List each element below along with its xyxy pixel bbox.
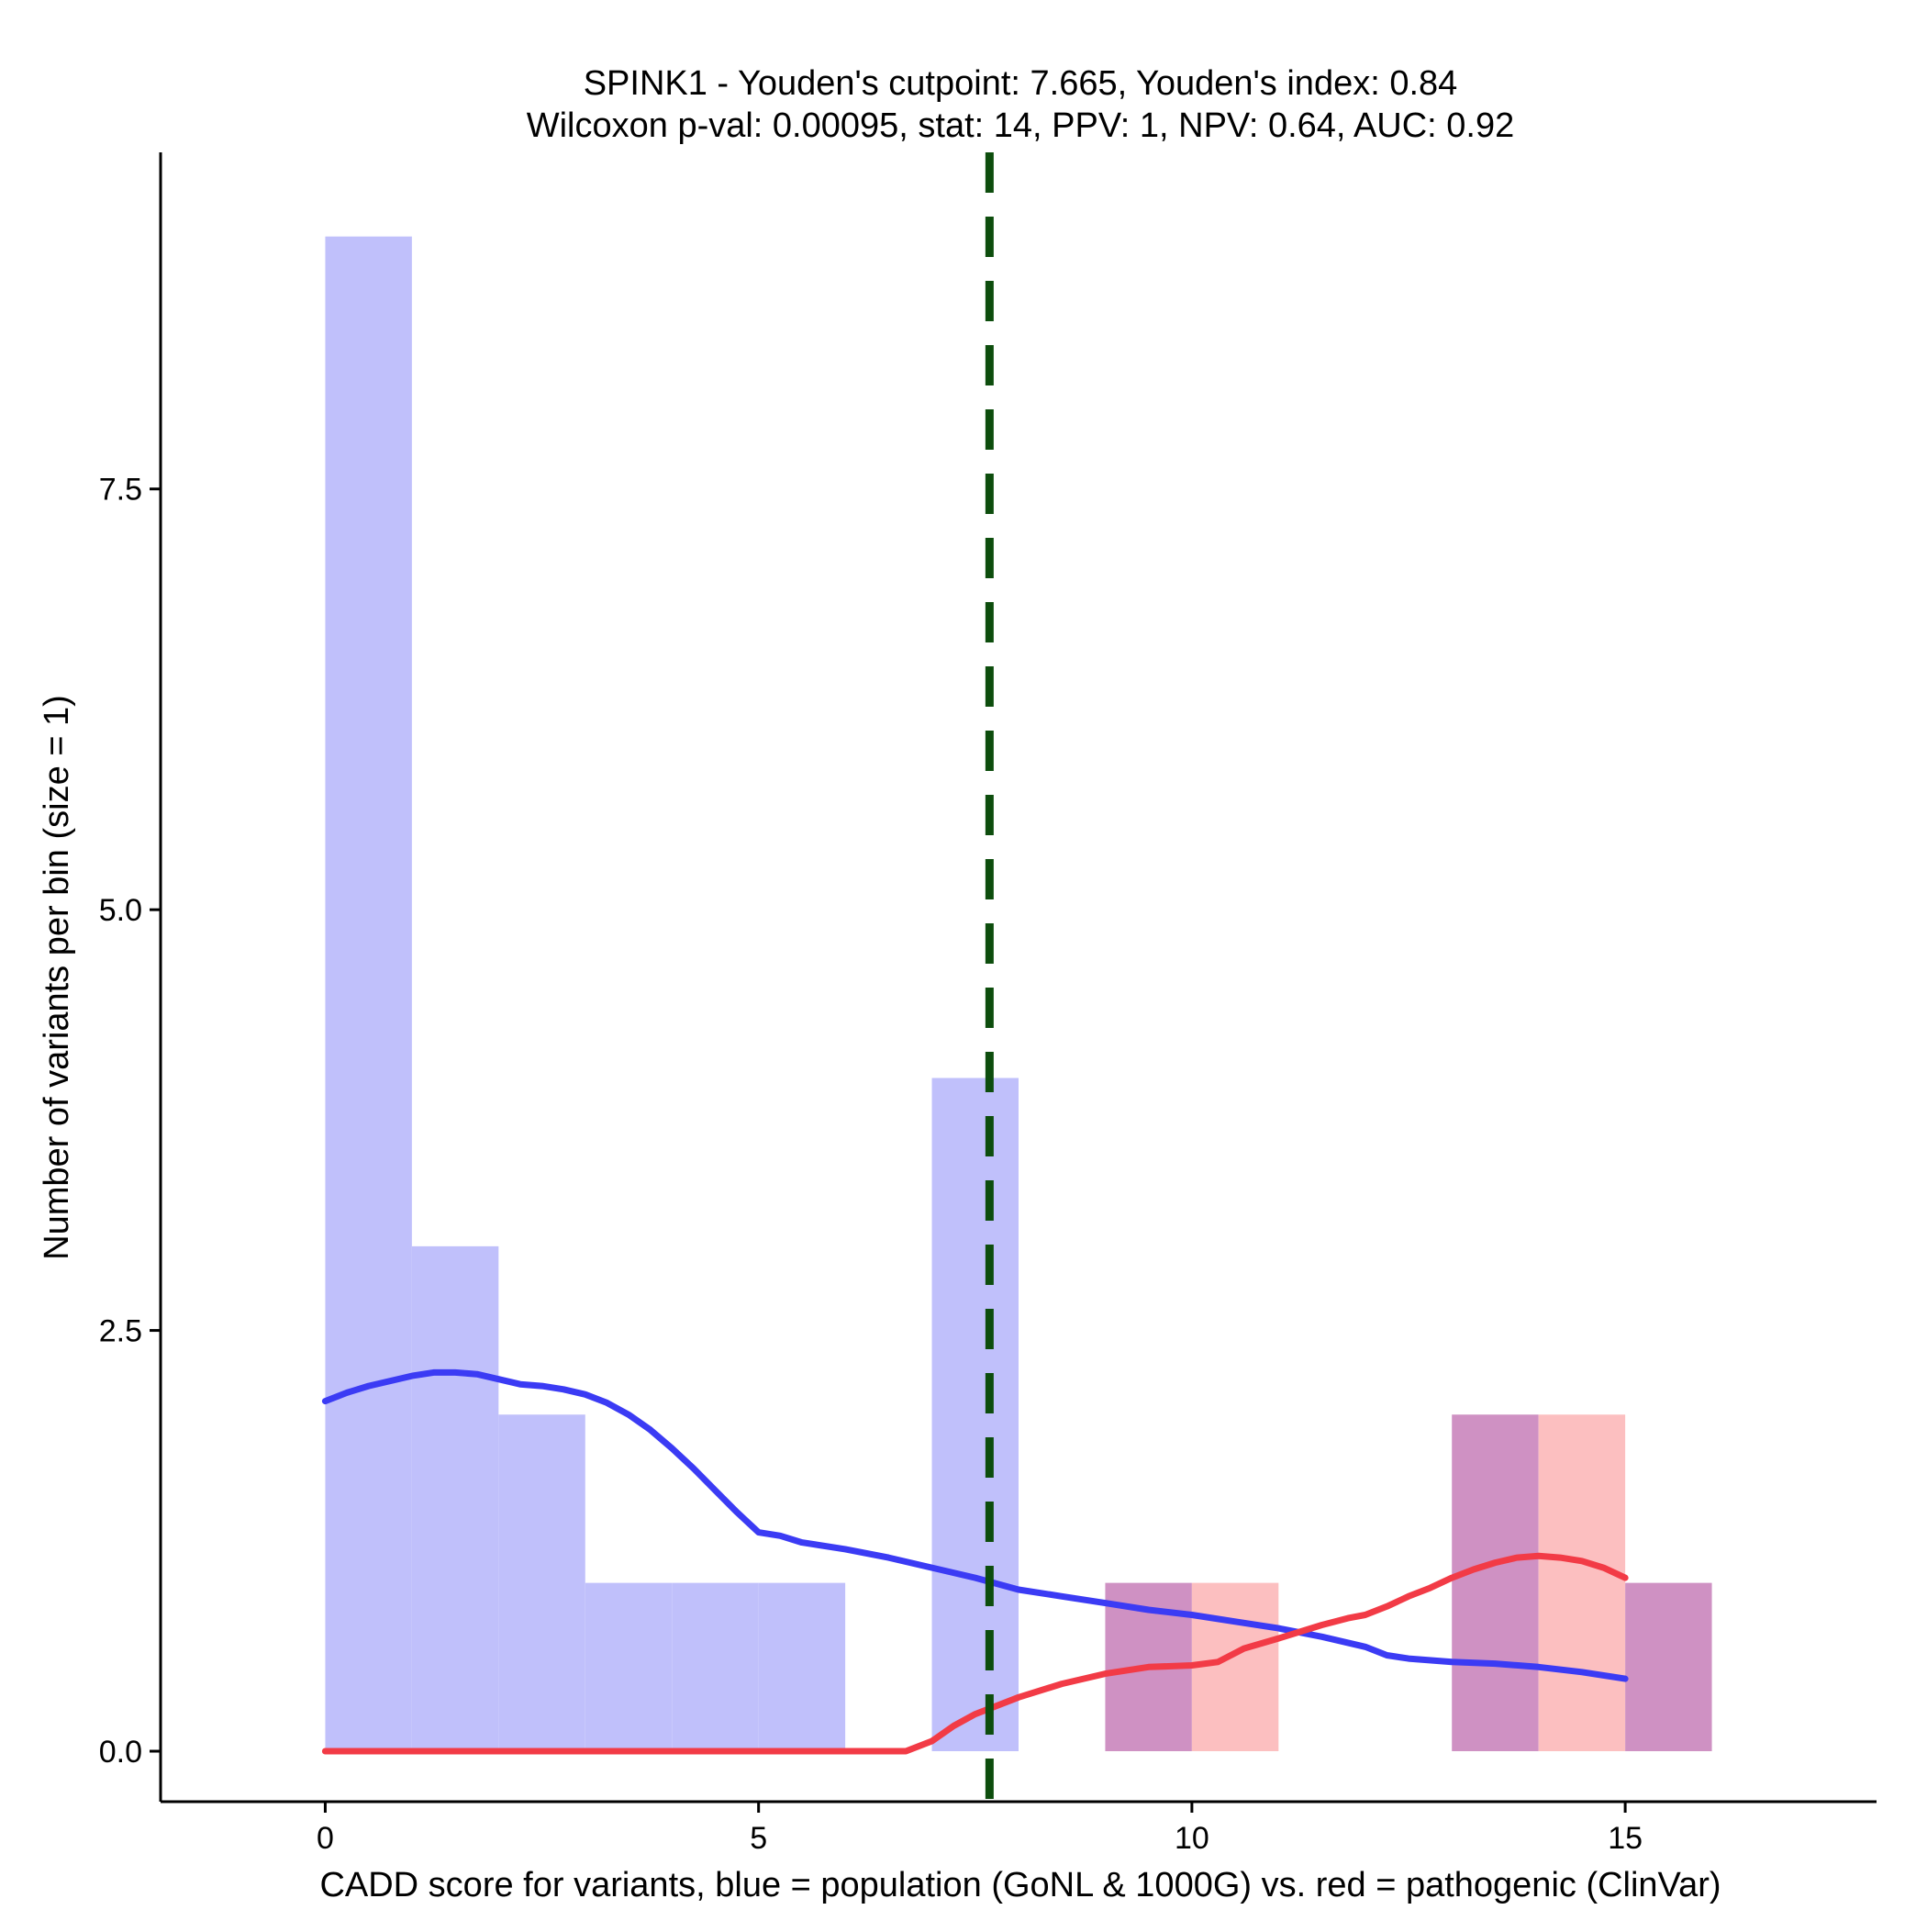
axis-ticks: 0 5 10 15 0.0 2.5 5.0 7.5 xyxy=(99,473,1643,1856)
histogram-bar-overlap xyxy=(1625,1582,1712,1751)
histogram-bars xyxy=(325,236,1712,1751)
axes xyxy=(159,152,1877,1804)
chart-title-line-1: SPINK1 - Youden's cutpoint: 7.665, Youde… xyxy=(584,64,1458,103)
population-density-line xyxy=(321,1368,1629,1682)
x-axis-label: CADD score for variants, blue = populati… xyxy=(319,1866,1721,1904)
y-tick-label: 2.5 xyxy=(99,1314,142,1349)
chart-title-line-2: Wilcoxon p-val: 0.00095, stat: 14, PPV: … xyxy=(527,106,1515,145)
histogram-bar-population xyxy=(931,1078,1019,1751)
x-tick-label: 0 xyxy=(317,1821,334,1856)
y-axis-label: Number of variants per bin (size = 1) xyxy=(38,695,76,1260)
y-tick-label: 0.0 xyxy=(99,1735,142,1770)
x-tick-label: 15 xyxy=(1608,1821,1643,1856)
density-lines xyxy=(321,1368,1629,1755)
x-tick-label: 10 xyxy=(1175,1821,1209,1856)
histogram-bar-population xyxy=(672,1582,759,1751)
histogram-bar-population xyxy=(411,1245,499,1751)
pathogenic-density-line xyxy=(321,1552,1629,1755)
x-tick-label: 5 xyxy=(750,1821,767,1856)
y-tick-label: 7.5 xyxy=(99,473,142,508)
histogram-bar-population xyxy=(325,236,412,1751)
histogram-bar-pathogenic xyxy=(1538,1414,1626,1751)
histogram-bar-population xyxy=(498,1414,585,1751)
histogram-bar-overlap xyxy=(1452,1414,1539,1751)
histogram-bar-population xyxy=(758,1582,846,1751)
y-tick-label: 5.0 xyxy=(99,893,142,928)
histogram-bar-pathogenic xyxy=(1191,1582,1279,1751)
histogram-bar-population xyxy=(585,1582,673,1751)
